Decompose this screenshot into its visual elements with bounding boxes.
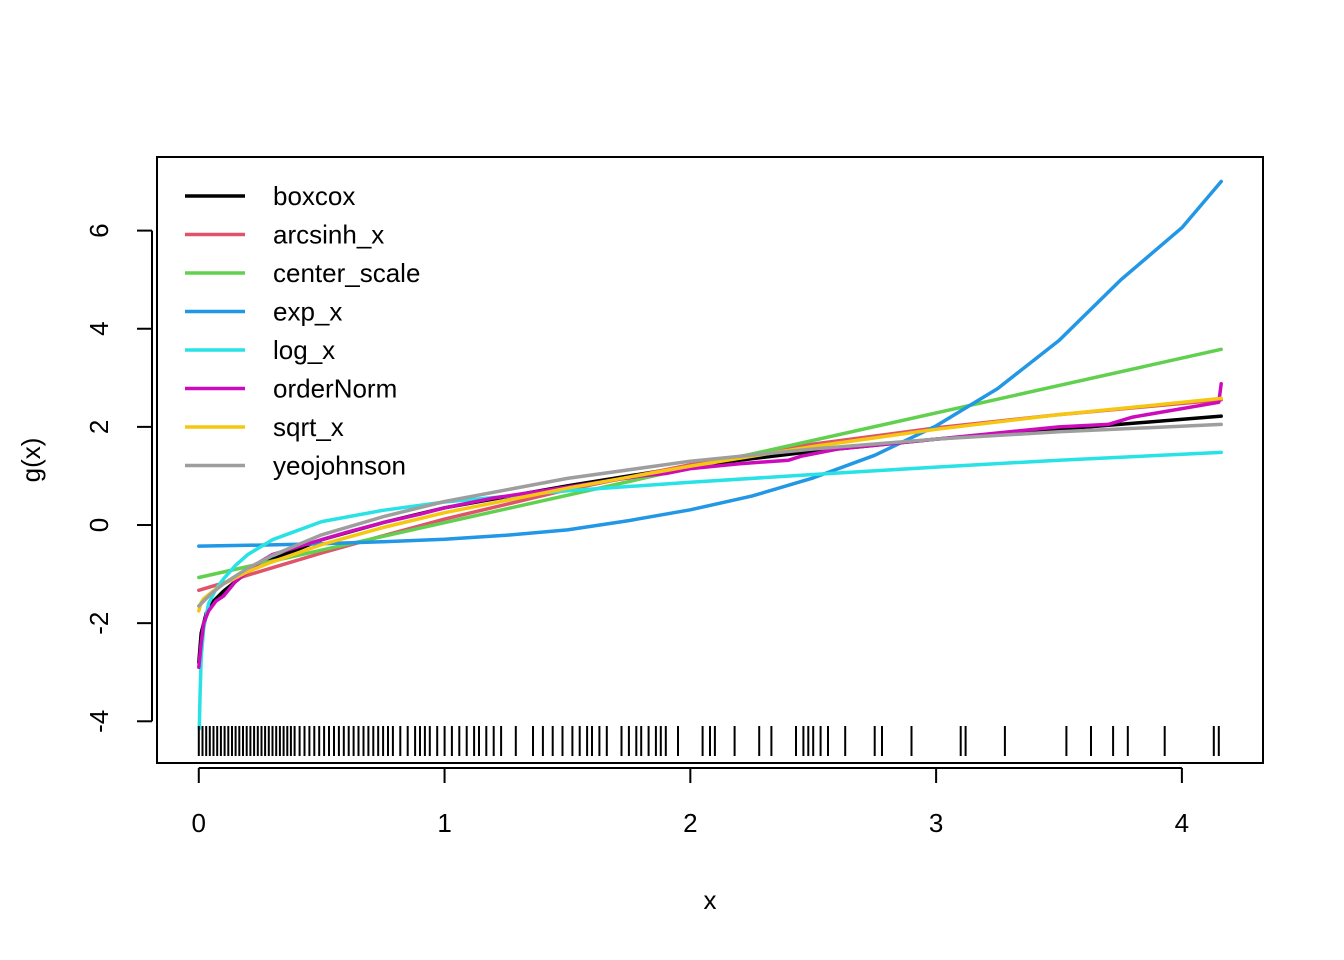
legend-item-sqrt_x: sqrt_x	[185, 412, 344, 442]
x-axis-title: x	[704, 885, 717, 915]
y-axis-title: g(x)	[16, 438, 46, 483]
x-tick-label: 2	[683, 808, 697, 838]
x-tick-label: 4	[1175, 808, 1189, 838]
x-axis: 0 1 2 3 4	[192, 767, 1189, 838]
y-tick-label: 2	[84, 420, 114, 434]
legend-label: yeojohnson	[273, 451, 406, 481]
x-tick-label: 1	[437, 808, 451, 838]
legend-label: sqrt_x	[273, 412, 344, 442]
legend-item-exp_x: exp_x	[185, 297, 342, 327]
x-tick-label: 3	[929, 808, 943, 838]
legend-item-arcsinh_x: arcsinh_x	[185, 220, 384, 250]
legend-label: boxcox	[273, 181, 355, 211]
legend-label: orderNorm	[273, 374, 397, 404]
legend-item-boxcox: boxcox	[185, 181, 355, 211]
x-tick-label: 0	[192, 808, 206, 838]
y-tick-label: -2	[84, 612, 114, 635]
legend-label: center_scale	[273, 258, 420, 288]
legend-item-log_x: log_x	[185, 335, 335, 365]
legend-item-center_scale: center_scale	[185, 258, 420, 288]
series-line-exp_x	[197, 179, 1223, 548]
y-tick-label: 4	[84, 321, 114, 335]
legend-item-yeojohnson: yeojohnson	[185, 451, 406, 481]
legend-label: arcsinh_x	[273, 220, 384, 250]
plot-frame	[156, 156, 1264, 764]
y-tick-label: -4	[84, 710, 114, 733]
y-axis: -4 -2 0 2 4 6	[84, 223, 153, 733]
legend: boxcox arcsinh_x center_scale exp_x log_xord…	[185, 181, 420, 481]
series-line-yeojohnson	[197, 422, 1223, 608]
series-line-log_x	[197, 450, 1223, 731]
rug-layer	[197, 726, 1220, 756]
y-tick-label: 6	[84, 223, 114, 237]
legend-label: log_x	[273, 335, 335, 365]
y-tick-label: 0	[84, 518, 114, 532]
legend-item-orderNorm: orderNorm	[185, 374, 397, 404]
legend-label: exp_x	[273, 297, 342, 327]
series-layer	[197, 179, 1223, 731]
